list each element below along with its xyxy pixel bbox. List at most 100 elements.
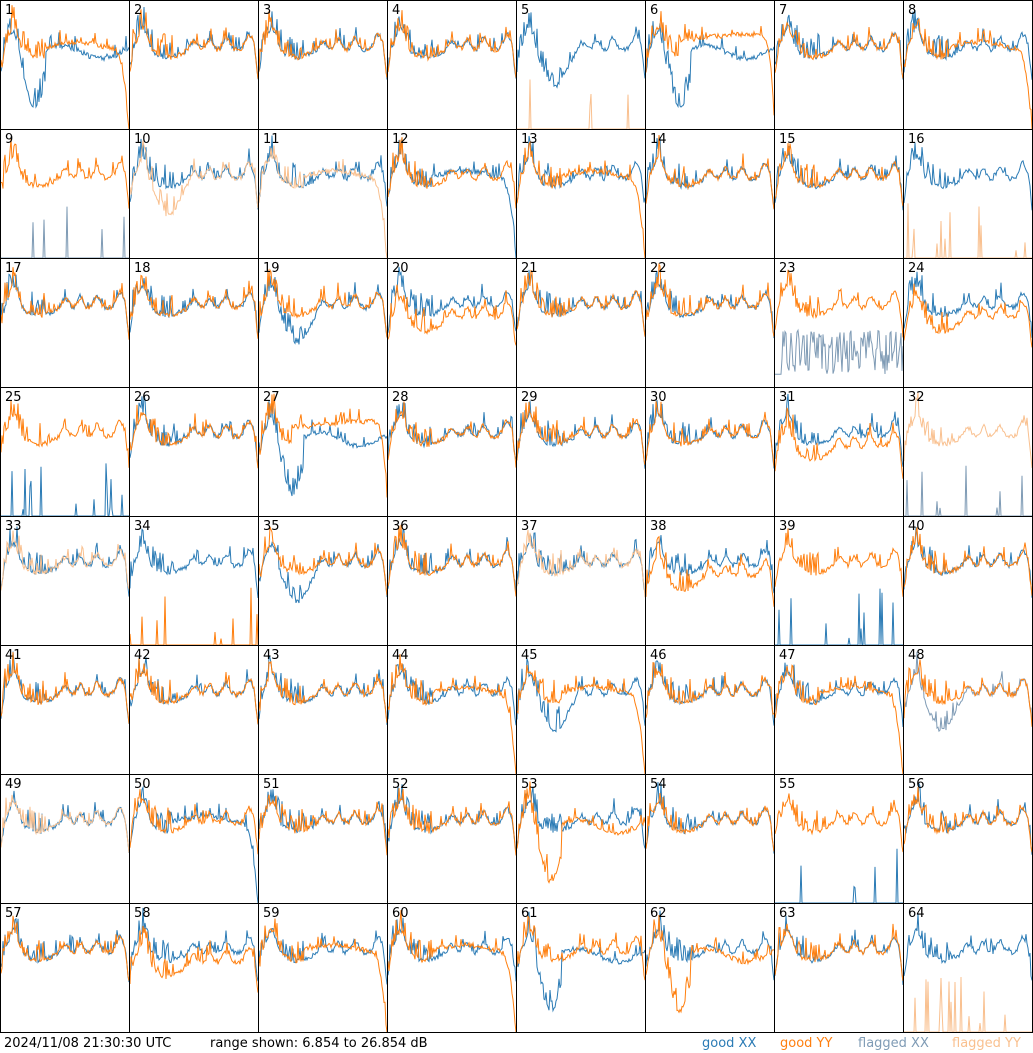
spectrum-plot-37 (517, 529, 645, 598)
spectrum-panel-23: 23 (774, 258, 903, 387)
panel-number-57: 57 (5, 906, 22, 921)
series-xx-line-54 (646, 782, 774, 854)
series-yy-line-46 (646, 662, 774, 718)
spectrum-plot-14 (646, 134, 774, 210)
spectrum-plot-5 (517, 12, 645, 129)
series-yy-line-58 (130, 925, 258, 993)
spectrum-panel-51: 51 (258, 774, 387, 903)
series-xx-line-60 (388, 917, 516, 982)
spectrum-panel-60: 60 (387, 903, 516, 1032)
series-yy-line-38 (646, 535, 774, 607)
panel-number-47: 47 (779, 648, 796, 663)
spectrum-plot-17 (1, 267, 129, 340)
spectrum-plot-8 (904, 10, 1032, 129)
spectrum-plot-43 (259, 654, 387, 725)
series-xx-line-25 (1, 463, 129, 516)
spectrum-panel-6: 6 (645, 0, 774, 129)
spectrum-panel-39: 39 (774, 516, 903, 645)
series-xx-line-19 (259, 275, 387, 345)
series-xx-line-8 (904, 10, 1032, 80)
panel-number-4: 4 (392, 3, 401, 18)
series-xx-line-55 (775, 848, 903, 903)
panel-number-60: 60 (392, 906, 409, 921)
series-xx-line-24 (904, 271, 1032, 338)
spectrum-panel-27: 27 (258, 387, 387, 516)
spectrum-plot-34 (130, 528, 258, 645)
panel-number-12: 12 (392, 132, 409, 147)
series-xx-line-53 (517, 786, 645, 849)
series-xx-line-23 (775, 328, 903, 375)
spectrum-panel-36: 36 (387, 516, 516, 645)
legend-flagged-xx: flagged XX (858, 1036, 929, 1051)
spectrum-panel-26: 26 (129, 387, 258, 516)
panel-number-50: 50 (134, 777, 151, 792)
panel-number-6: 6 (650, 3, 659, 18)
spectrum-panel-48: 48 (903, 645, 1032, 774)
spectrum-plot-19 (259, 268, 387, 345)
spectrum-panel-30: 30 (645, 387, 774, 516)
panel-number-32: 32 (908, 390, 925, 405)
panel-number-44: 44 (392, 648, 409, 663)
spectrum-plot-16 (904, 142, 1032, 258)
series-yy-line-21 (517, 269, 645, 337)
panel-number-62: 62 (650, 906, 667, 921)
series-xx-line-48 (904, 651, 1032, 733)
panel-number-54: 54 (650, 777, 667, 792)
panel-number-13: 13 (521, 132, 538, 147)
spectrum-plot-49 (1, 790, 129, 854)
series-xx-line-62 (646, 910, 774, 981)
panel-number-3: 3 (263, 3, 272, 18)
panel-number-25: 25 (5, 390, 22, 405)
footer-bar: 2024/11/08 21:30:30 UTC range shown: 6.8… (0, 1033, 1033, 1053)
spectrum-plot-40 (904, 527, 1032, 598)
panel-number-51: 51 (263, 777, 280, 792)
series-xx-line-10 (130, 138, 258, 210)
spectrum-plot-42 (130, 657, 258, 725)
series-xx-line-61 (517, 911, 645, 1013)
series-yy-line-56 (904, 787, 1032, 853)
spectrum-plot-3 (259, 10, 387, 80)
series-xx-line-31 (775, 393, 903, 467)
series-xx-line-38 (646, 535, 774, 594)
spectrum-plot-50 (130, 785, 258, 903)
series-yy-line-34 (130, 587, 258, 645)
series-xx-line-7 (775, 14, 903, 80)
spectrum-panel-16: 16 (903, 129, 1032, 258)
spectrum-plot-2 (130, 6, 258, 80)
legend-flagged-yy: flagged YY (952, 1036, 1021, 1051)
panel-number-20: 20 (392, 261, 409, 276)
panel-number-41: 41 (5, 648, 22, 663)
series-yy-line-15 (775, 143, 903, 207)
series-yy-line-39 (775, 528, 903, 597)
spectrum-plot-11 (259, 135, 387, 258)
spectrum-plot-33 (1, 526, 129, 597)
spectrum-panel-32: 32 (903, 387, 1032, 516)
panel-number-5: 5 (521, 3, 530, 18)
spectrum-plot-36 (388, 524, 516, 597)
series-yy-line-12 (388, 137, 516, 209)
legend-good-xx: good XX (702, 1036, 757, 1051)
spectrum-panel-3: 3 (258, 0, 387, 129)
series-yy-line-31 (775, 407, 903, 479)
series-xx-line-18 (130, 278, 258, 337)
spectrum-panel-47: 47 (774, 645, 903, 774)
panel-number-55: 55 (779, 777, 796, 792)
spectrum-plot-60 (388, 910, 516, 1032)
spectrum-panel-33: 33 (0, 516, 129, 645)
series-xx-line-37 (517, 532, 645, 594)
legend-good-yy: good YY (780, 1036, 833, 1051)
panel-number-39: 39 (779, 519, 796, 534)
series-xx-line-32 (904, 465, 1032, 516)
series-yy-line-18 (130, 274, 258, 339)
spectrum-plot-47 (775, 662, 903, 774)
series-yy-line-3 (259, 10, 387, 78)
series-yy-line-42 (130, 657, 258, 725)
panel-number-29: 29 (521, 390, 538, 405)
panel-number-52: 52 (392, 777, 409, 792)
series-yy-line-23 (775, 269, 903, 338)
spectrum-panel-9: 9 (0, 129, 129, 258)
spectrum-panel-1: 1 (0, 0, 129, 129)
spectrum-plot-23 (775, 269, 903, 375)
spectrum-plot-63 (775, 915, 903, 985)
spectrum-plot-41 (1, 651, 129, 724)
